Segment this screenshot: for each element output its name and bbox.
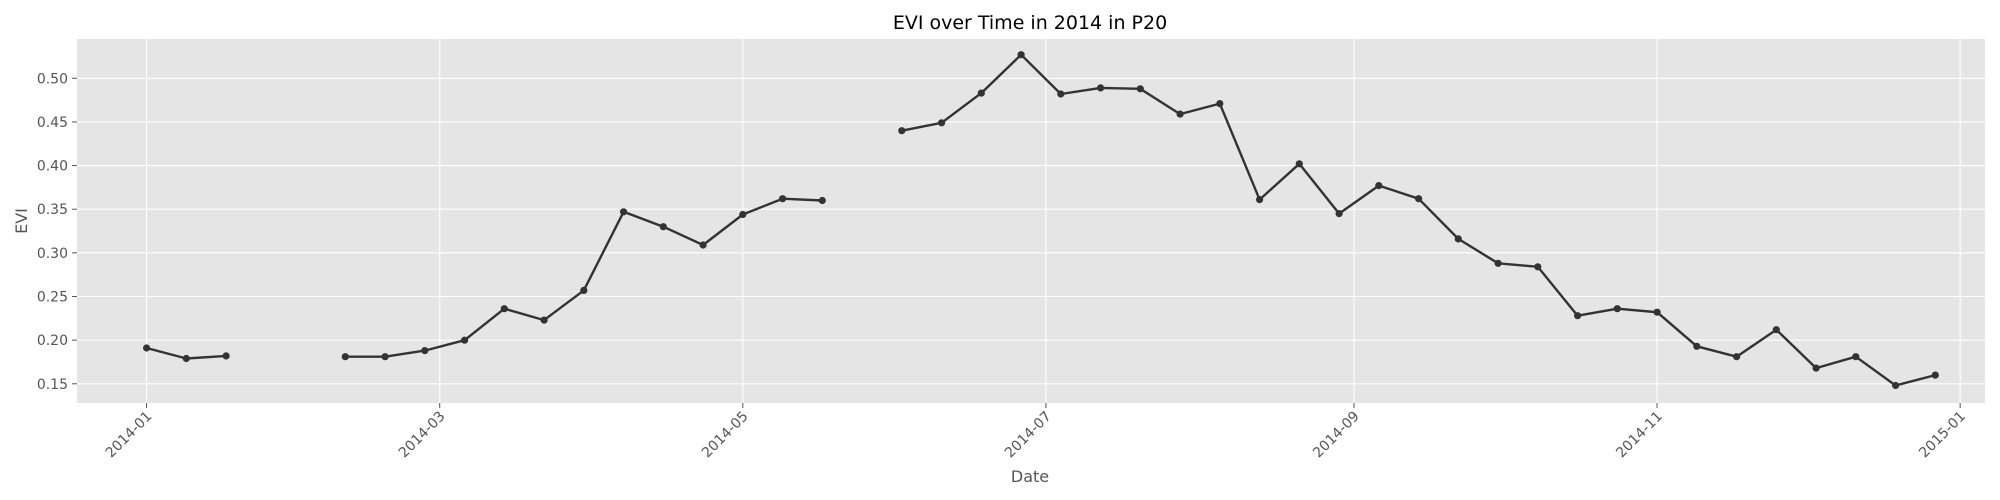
data-point — [1852, 353, 1860, 361]
data-point — [1534, 263, 1542, 271]
data-point — [1931, 371, 1939, 379]
data-point — [739, 210, 747, 219]
data-point — [1613, 305, 1621, 313]
data-point — [1057, 90, 1065, 98]
x-axis-ticks: 2014-01 2014-03 2014-05 2014-07 2014-09 2014-… — [103, 403, 1969, 461]
data-point — [977, 89, 985, 97]
data-point — [898, 127, 906, 135]
grid-lines — [77, 39, 1985, 403]
data-point — [182, 354, 190, 363]
x-tick-label: 2015-01 — [1916, 409, 1969, 462]
x-tick-label: 2014-11 — [1613, 409, 1666, 462]
data-point — [421, 347, 429, 355]
data-point — [1693, 342, 1701, 350]
data-point — [1295, 160, 1303, 168]
data-point — [938, 119, 946, 127]
data-point — [1772, 326, 1780, 334]
data-point — [699, 241, 707, 249]
y-tick-label: 0.15 — [37, 377, 68, 393]
data-point — [1574, 312, 1582, 320]
series-evi — [143, 51, 1939, 390]
x-tick-label: 2014-01 — [103, 409, 156, 462]
y-tick-label: 0.30 — [37, 246, 68, 262]
data-point — [381, 353, 389, 361]
y-tick-label: 0.25 — [37, 290, 68, 306]
data-point — [341, 353, 349, 361]
data-point — [818, 196, 826, 205]
plot-area — [77, 39, 1985, 403]
data-point — [1335, 210, 1343, 218]
data-point — [1375, 182, 1383, 190]
data-point — [500, 305, 508, 313]
data-point — [1454, 235, 1462, 243]
data-point — [1097, 84, 1105, 92]
data-point — [540, 316, 548, 324]
data-point — [620, 208, 628, 216]
data-point — [1256, 196, 1264, 204]
data-point — [1017, 51, 1025, 59]
x-tick-label: 2014-05 — [699, 409, 752, 462]
x-tick-label: 2014-07 — [1002, 409, 1055, 462]
y-tick-label: 0.45 — [37, 115, 68, 131]
y-tick-label: 0.20 — [37, 333, 68, 349]
data-point — [779, 195, 787, 203]
x-tick-label: 2014-09 — [1310, 409, 1363, 462]
data-point — [461, 336, 469, 344]
data-point — [1176, 110, 1184, 118]
data-point — [143, 344, 151, 352]
y-axis-label: EVI — [12, 208, 31, 234]
data-point — [222, 352, 230, 360]
y-axis-ticks: 0.15 0.20 0.25 0.30 0.35 0.40 0.45 0.50 — [37, 71, 77, 393]
data-point — [1733, 353, 1741, 361]
x-tick-label: 2014-03 — [396, 409, 449, 462]
x-axis-label: Date — [1011, 467, 1049, 486]
y-tick-label: 0.50 — [37, 71, 68, 87]
data-point — [1494, 259, 1502, 267]
data-point — [580, 286, 588, 294]
chart-title: EVI over Time in 2014 in P20 — [893, 12, 1167, 34]
y-tick-label: 0.35 — [37, 202, 68, 218]
data-point — [1136, 85, 1144, 93]
data-point — [1653, 308, 1661, 316]
data-point — [1812, 364, 1820, 372]
y-tick-label: 0.40 — [37, 159, 68, 175]
data-point — [659, 223, 667, 231]
data-point — [1415, 195, 1423, 203]
data-point — [1216, 100, 1224, 108]
data-point — [1892, 381, 1900, 390]
